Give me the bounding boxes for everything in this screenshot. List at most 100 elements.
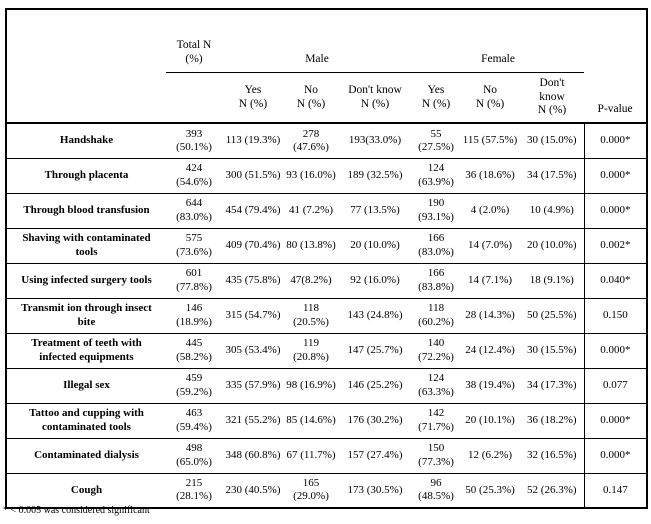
footnote: * < 0.005 was considered significant bbox=[3, 505, 150, 516]
cell-female-yes: 55 (27.5%) bbox=[412, 122, 461, 158]
table-row: Tattoo and cupping with contaminated too… bbox=[6, 402, 648, 438]
cell-total: 459 (59.2%) bbox=[166, 367, 222, 403]
row-label: Through placenta bbox=[6, 157, 166, 193]
cell-female-no: 14 (7.0%) bbox=[460, 227, 521, 263]
table-row: Through blood transfusion 644 (83.0%) 45… bbox=[6, 192, 648, 228]
col-header-total: Total N (%) bbox=[166, 9, 222, 73]
cell-male-dontknow: 173 (30.5%) bbox=[338, 472, 413, 508]
cell-male-dontknow: 77 (13.5%) bbox=[338, 192, 413, 228]
cell-female-dontknow: 52 (26.3%) bbox=[520, 472, 585, 508]
row-label: Using infected surgery tools bbox=[6, 262, 166, 298]
row-label: Illegal sex bbox=[6, 367, 166, 403]
row-label: Transmit ion through insect bite bbox=[6, 297, 166, 333]
table-row: Through placenta 424 (54.6%) 300 (51.5%)… bbox=[6, 157, 648, 193]
cell-male-no: 278 (47.6%) bbox=[284, 122, 338, 158]
col-subheader-total-spacer bbox=[166, 72, 222, 124]
cell-male-dontknow: 189 (32.5%) bbox=[338, 157, 413, 193]
cell-female-yes: 166 (83.0%) bbox=[412, 227, 461, 263]
cell-female-yes: 118 (60.2%) bbox=[412, 297, 461, 333]
cell-total: 644 (83.0%) bbox=[166, 192, 222, 228]
cell-male-dontknow: 147 (25.7%) bbox=[338, 332, 413, 368]
col-subheader-female-yes: Yes N (%) bbox=[412, 72, 461, 124]
cell-male-no: 67 (11.7%) bbox=[284, 437, 338, 473]
cell-female-yes: 140 (72.2%) bbox=[412, 332, 461, 368]
cell-total: 601 (77.8%) bbox=[166, 262, 222, 298]
table-row: Handshake 393 (50.1%) 113 (19.3%) 278 (4… bbox=[6, 122, 648, 158]
cell-male-dontknow: 20 (10.0%) bbox=[338, 227, 413, 263]
table-row: Transmit ion through insect bite 146 (18… bbox=[6, 297, 648, 333]
cell-male-no: 165 (29.0%) bbox=[284, 472, 338, 508]
cell-female-no: 38 (19.4%) bbox=[460, 367, 521, 403]
study-table: Total N (%) Male Female P-value Yes N (%… bbox=[5, 8, 649, 509]
cell-pvalue: 0.000* bbox=[583, 157, 648, 193]
cell-female-dontknow: 36 (18.2%) bbox=[520, 402, 585, 438]
cell-female-yes: 190 (93.1%) bbox=[412, 192, 461, 228]
cell-total: 498 (65.0%) bbox=[166, 437, 222, 473]
cell-male-yes: 335 (57.9%) bbox=[222, 367, 284, 403]
cell-male-no: 41 (7.2%) bbox=[284, 192, 338, 228]
cell-male-yes: 435 (75.8%) bbox=[222, 262, 284, 298]
cell-male-yes: 321 (55.2%) bbox=[222, 402, 284, 438]
cell-pvalue: 0.150 bbox=[583, 297, 648, 333]
cell-total: 393 (50.1%) bbox=[166, 122, 222, 158]
cell-female-dontknow: 32 (16.5%) bbox=[520, 437, 585, 473]
cell-male-yes: 315 (54.7%) bbox=[222, 297, 284, 333]
cell-pvalue: 0.000* bbox=[583, 332, 648, 368]
cell-male-no: 98 (16.9%) bbox=[284, 367, 338, 403]
cell-male-dontknow: 92 (16.0%) bbox=[338, 262, 413, 298]
cell-female-yes: 166 (83.8%) bbox=[412, 262, 461, 298]
table-header: Total N (%) Male Female P-value Yes N (%… bbox=[6, 9, 648, 124]
cell-female-dontknow: 34 (17.5%) bbox=[520, 157, 585, 193]
cell-pvalue: 0.002* bbox=[583, 227, 648, 263]
cell-female-dontknow: 10 (4.9%) bbox=[520, 192, 585, 228]
table-row: Contaminated dialysis 498 (65.0%) 348 (6… bbox=[6, 437, 648, 473]
cell-male-no: 93 (16.0%) bbox=[284, 157, 338, 193]
col-subheader-male-yes: Yes N (%) bbox=[222, 72, 284, 124]
row-label-header bbox=[6, 9, 166, 124]
cell-female-no: 4 (2.0%) bbox=[460, 192, 521, 228]
col-subheader-male-dontknow: Don't know N (%) bbox=[338, 72, 413, 124]
cell-male-dontknow: 176 (30.2%) bbox=[338, 402, 413, 438]
header-sub-row: Yes N (%) No N (%) Don't know N (%) Yes … bbox=[6, 72, 647, 124]
cell-pvalue: 0.077 bbox=[583, 367, 648, 403]
row-label: Treatment of teeth with infected equipme… bbox=[6, 332, 166, 368]
cell-male-dontknow: 146 (25.2%) bbox=[338, 367, 413, 403]
col-subheader-male-no: No N (%) bbox=[284, 72, 338, 124]
cell-pvalue: 0.000* bbox=[583, 437, 648, 473]
cell-female-yes: 96 (48.5%) bbox=[412, 472, 461, 508]
cell-female-dontknow: 18 (9.1%) bbox=[520, 262, 585, 298]
cell-female-no: 115 (57.5%) bbox=[460, 122, 521, 158]
cell-female-dontknow: 50 (25.5%) bbox=[520, 297, 585, 333]
cell-female-yes: 150 (77.3%) bbox=[412, 437, 461, 473]
cell-pvalue: 0.040* bbox=[583, 262, 648, 298]
cell-total: 445 (58.2%) bbox=[166, 332, 222, 368]
cell-female-no: 24 (12.4%) bbox=[460, 332, 521, 368]
col-subheader-female-dontknow: Don't know N (%) bbox=[520, 72, 585, 124]
row-label: Tattoo and cupping with contaminated too… bbox=[6, 402, 166, 438]
cell-male-no: 80 (13.8%) bbox=[284, 227, 338, 263]
cell-female-dontknow: 34 (17.3%) bbox=[520, 367, 585, 403]
table-row: Illegal sex 459 (59.2%) 335 (57.9%) 98 (… bbox=[6, 367, 648, 403]
cell-male-yes: 348 (60.8%) bbox=[222, 437, 284, 473]
col-subheader-female-no: No N (%) bbox=[460, 72, 521, 124]
cell-female-no: 36 (18.6%) bbox=[460, 157, 521, 193]
header-group-row: Total N (%) Male Female P-value bbox=[6, 9, 648, 124]
cell-pvalue: 0.000* bbox=[583, 402, 648, 438]
row-label: Through blood transfusion bbox=[6, 192, 166, 228]
cell-male-no: 119 (20.8%) bbox=[284, 332, 338, 368]
cell-female-yes: 124 (63.9%) bbox=[412, 157, 461, 193]
cell-pvalue: 0.000* bbox=[583, 122, 648, 158]
cell-total: 146 (18.9%) bbox=[166, 297, 222, 333]
table-row: Shaving with contaminated tools 575 (73.… bbox=[6, 227, 648, 263]
cell-female-no: 28 (14.3%) bbox=[460, 297, 521, 333]
table-row: Using infected surgery tools 601 (77.8%)… bbox=[6, 262, 648, 298]
cell-female-yes: 124 (63.3%) bbox=[412, 367, 461, 403]
cell-male-dontknow: 143 (24.8%) bbox=[338, 297, 413, 333]
cell-male-no: 85 (14.6%) bbox=[284, 402, 338, 438]
col-header-female: Female bbox=[412, 9, 585, 73]
table-row: Treatment of teeth with infected equipme… bbox=[6, 332, 648, 368]
col-header-pvalue: P-value bbox=[584, 9, 648, 124]
cell-female-yes: 142 (71.7%) bbox=[412, 402, 461, 438]
cell-male-dontknow: 193(33.0%) bbox=[338, 122, 413, 158]
